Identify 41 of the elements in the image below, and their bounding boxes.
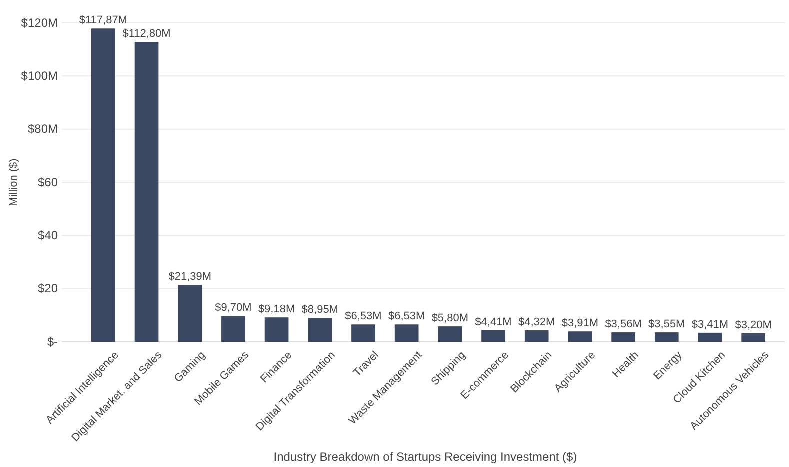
data-label: $3,56M [605,318,642,331]
data-label: $4,41M [475,316,512,328]
bar [698,332,722,342]
data-label: $112,80M [122,28,171,40]
y-tick-label: $100M [21,69,58,84]
data-label: $4,32M [518,316,556,329]
data-label: $5,80M [432,312,469,325]
bar [308,318,332,342]
bar [264,318,289,342]
bar [612,332,636,342]
y-tick-label: $60 [38,175,58,190]
data-label: $8,95M [302,304,338,316]
y-tick-label: $120M [21,16,58,30]
data-label: $3,41M [692,318,729,331]
bar [568,332,592,342]
data-label: $6,53M [388,310,426,323]
data-label: $3,20M [735,319,772,332]
y-tick-label: $40 [38,228,58,243]
bar [394,324,419,342]
bar [482,330,506,342]
data-label: $9,18M [258,304,296,316]
bar [742,333,766,342]
data-label: $6,53M [345,310,382,323]
y-tick-label: $- [47,334,58,349]
data-label: $21,39M [168,271,212,284]
data-label: $117,87M [79,14,128,27]
bar [654,332,679,342]
data-label: $9,70M [215,302,252,314]
bar [134,42,159,342]
data-label: $3,55M [648,318,686,331]
bar [92,28,116,342]
bar [352,324,376,342]
y-axis-title: Million ($) [8,158,20,206]
y-tick-label: $80M [28,122,58,136]
x-axis-title: Industry Breakdown of Startups Receiving Investment ($) [274,450,578,464]
bar [178,285,202,342]
y-tick-label: $20 [38,282,58,296]
bar [524,330,549,342]
data-label: $3,91M [562,318,599,330]
bar [222,316,246,342]
bar [438,326,462,342]
